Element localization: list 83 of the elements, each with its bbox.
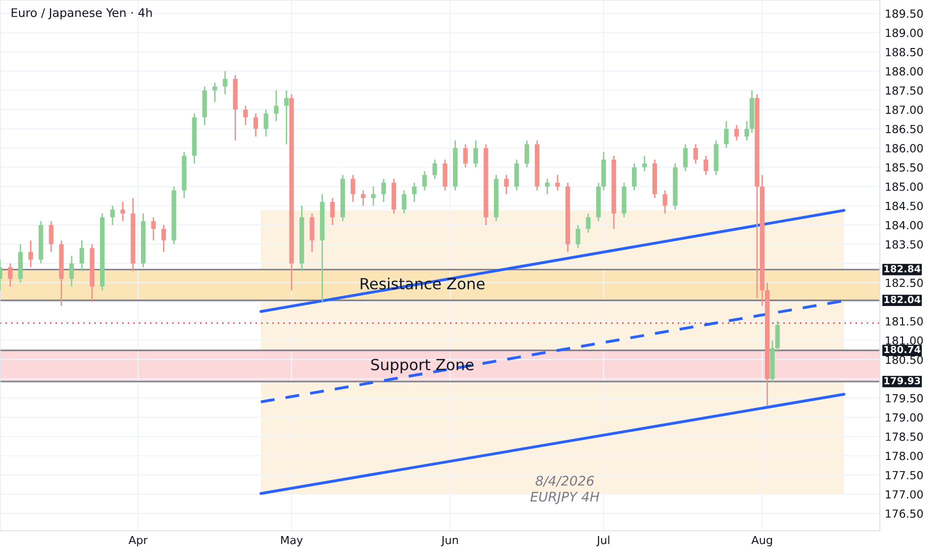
y-tick-label: 179.50 — [886, 394, 923, 402]
y-tick-label: 179.00 — [886, 413, 923, 422]
candlestick — [402, 190, 406, 214]
candlestick — [514, 158, 519, 192]
candlestick — [642, 155, 647, 172]
candlestick — [422, 170, 427, 192]
y-tick-label: 187.00 — [886, 106, 923, 114]
y-tick-label: 184.00 — [886, 220, 923, 230]
ref-line-label: 182.84 — [884, 265, 920, 272]
candlestick — [48, 220, 54, 253]
candlestick — [473, 140, 478, 168]
candlestick — [350, 174, 356, 203]
candlestick — [381, 178, 386, 203]
y-tick-label: 186.00 — [886, 144, 923, 152]
candlestick — [212, 82, 218, 103]
y-tick-label: 177.00 — [886, 490, 923, 499]
candlestick — [330, 197, 335, 226]
candlestick — [632, 162, 637, 192]
candlestick — [504, 174, 509, 195]
y-tick-label: 181.00 — [886, 336, 923, 345]
band-label: Support Zone — [371, 358, 474, 374]
candlestick — [360, 190, 366, 206]
candlestick — [8, 262, 13, 288]
candlestick — [120, 201, 126, 222]
y-tick-label: 184.50 — [886, 202, 923, 210]
y-tick-label: 185.50 — [886, 163, 923, 172]
candlestick — [310, 212, 314, 253]
candlestick — [734, 124, 739, 142]
x-tick-label: Aug — [751, 536, 772, 546]
candlestick — [463, 144, 468, 168]
candlestick — [775, 320, 780, 353]
ref-line-label: 182.04 — [884, 296, 920, 304]
x-tick-label: Apr — [128, 536, 148, 546]
y-tick-label: 187.50 — [886, 86, 923, 95]
candlestick — [151, 216, 156, 242]
candlestick — [69, 255, 74, 288]
candlestick — [724, 120, 729, 149]
candlestick — [243, 105, 248, 126]
candlestick — [371, 186, 376, 206]
y-tick-label: 178.00 — [886, 452, 923, 460]
candlestick — [555, 174, 560, 192]
y-tick-label: 181.50 — [886, 317, 923, 326]
candlestick — [28, 240, 33, 268]
y-tick-label: 185.00 — [886, 182, 923, 191]
y-tick-label: 178.50 — [886, 432, 923, 441]
candlestick — [432, 158, 438, 180]
candlestick — [576, 224, 580, 249]
candlestick — [683, 144, 688, 172]
candlestick — [222, 70, 228, 95]
candlestick — [744, 120, 750, 142]
candlestick — [274, 90, 279, 122]
candlestick — [284, 90, 289, 145]
y-tick-label: 182.50 — [886, 278, 923, 288]
y-tick-label: 176.50 — [886, 509, 923, 518]
candlestick — [80, 240, 84, 272]
candlestick — [662, 190, 668, 214]
x-tick-label: Jul — [596, 536, 610, 546]
annotation: 8/4/2026 — [536, 476, 594, 487]
candlestick — [704, 155, 708, 176]
candlestick — [264, 108, 268, 138]
y-tick-label: 186.50 — [886, 124, 923, 134]
ref-line-label: 180.74 — [884, 346, 920, 354]
candlestick — [253, 112, 258, 138]
candlestick — [110, 205, 115, 226]
candlestick — [545, 178, 550, 195]
y-tick-label: 188.50 — [886, 48, 923, 56]
y-tick-label: 183.50 — [886, 240, 923, 249]
candlestick — [412, 182, 417, 203]
candlestick — [161, 224, 166, 253]
ref-line-label: 179.93 — [884, 376, 920, 384]
candlestick — [442, 158, 448, 192]
y-tick-label: 177.50 — [886, 470, 923, 480]
y-tick-label: 189.00 — [886, 28, 923, 38]
text: Euro / Japanese Yen · 4h — [12, 8, 152, 20]
y-tick-label: 189.50 — [886, 9, 923, 18]
annotation: EURJPY 4H — [530, 492, 600, 504]
y-tick-label: 180.50 — [886, 356, 923, 364]
candlestick — [524, 140, 530, 168]
candlestick — [693, 144, 698, 164]
y-tick-label: 188.00 — [886, 67, 923, 76]
candlestick — [586, 212, 591, 234]
x-tick-label: Jun — [440, 536, 458, 546]
x-tick-label: May — [281, 536, 303, 546]
